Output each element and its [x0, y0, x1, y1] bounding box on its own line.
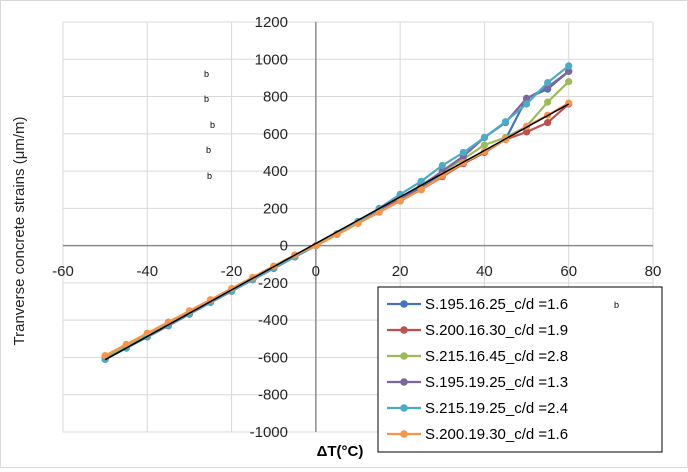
x-tick-label: -60	[52, 263, 74, 280]
legend-subscript: b	[614, 300, 619, 310]
data-point	[544, 78, 552, 87]
legend-entry: S.195.19.25_c/d =1.3	[425, 374, 568, 391]
legend-entry: S.200.16.30_c/d =1.9	[425, 322, 568, 339]
tick-labels: -1000-800-600-400-2000200400600800100012…	[52, 14, 661, 441]
x-tick-label: 0	[312, 263, 320, 280]
stray-mark: b	[206, 145, 211, 155]
y-axis-title: Tranverse concrete strains (μm/m)	[11, 117, 28, 346]
y-tick-label: -400	[258, 312, 288, 329]
data-point	[544, 119, 552, 127]
x-tick-label: 60	[560, 263, 577, 280]
data-point	[417, 186, 425, 194]
data-point	[565, 78, 573, 86]
legend-entry: S.195.16.25_c/d =1.6	[425, 296, 568, 313]
legend-swatch-marker	[400, 404, 408, 412]
data-point	[522, 128, 531, 136]
y-tick-label: -800	[258, 387, 288, 404]
data-point	[544, 98, 552, 106]
y-tick-label: 800	[263, 89, 288, 106]
data-point	[480, 141, 489, 149]
data-point	[565, 67, 573, 75]
y-tick-label: 600	[263, 126, 288, 143]
x-axis-title: ΔT(°C)	[317, 443, 364, 460]
trend-line	[104, 103, 570, 361]
legend-swatch-marker	[400, 352, 408, 360]
x-tick-label: -40	[136, 263, 158, 280]
data-point	[565, 62, 573, 70]
x-tick-label: 40	[476, 263, 493, 280]
data-point	[122, 340, 130, 349]
legend-box	[377, 286, 663, 453]
data-point	[480, 133, 489, 142]
y-tick-label: 400	[263, 163, 288, 180]
legend: S.195.16.25_c/d =1.6 S.200.16.30_c/d =1.9…	[377, 286, 663, 453]
data-point	[396, 197, 404, 205]
data-point	[459, 148, 467, 157]
data-point	[501, 118, 510, 126]
legend-swatch-marker	[400, 430, 408, 438]
data-point	[438, 161, 446, 170]
x-tick-label: -20	[221, 263, 243, 280]
y-tick-label: 1200	[255, 14, 288, 31]
legend-entry: S.215.19.25_c/d =2.4	[425, 400, 568, 417]
data-point	[522, 100, 531, 108]
stray-mark: b	[204, 69, 209, 79]
stray-mark: b	[204, 94, 209, 104]
y-tick-label: 0	[280, 238, 288, 255]
stray-mark: b	[210, 120, 215, 130]
legend-swatch-marker	[400, 326, 408, 334]
y-tick-label: 200	[263, 200, 288, 217]
stray-marks: b b b b b	[204, 69, 215, 181]
series-lines	[101, 62, 573, 363]
y-tick-label: -1000	[250, 424, 288, 441]
stray-mark: b	[207, 171, 212, 181]
data-point	[522, 94, 531, 103]
data-point	[101, 351, 109, 360]
legend-entry: S.200.19.30_c/d =1.6	[425, 426, 568, 443]
data-point	[417, 177, 425, 185]
y-tick-label: 1000	[255, 51, 288, 68]
data-point	[206, 296, 215, 304]
y-tick-label: -200	[258, 275, 288, 292]
x-tick-label: 20	[392, 263, 409, 280]
y-tick-label: -600	[258, 349, 288, 366]
axes	[63, 22, 653, 432]
legend-swatch-marker	[400, 378, 408, 386]
x-tick-label: 80	[645, 263, 662, 280]
legend-entry: S.215.16.45_c/d =2.8	[425, 348, 568, 365]
legend-swatch-marker	[400, 300, 408, 308]
